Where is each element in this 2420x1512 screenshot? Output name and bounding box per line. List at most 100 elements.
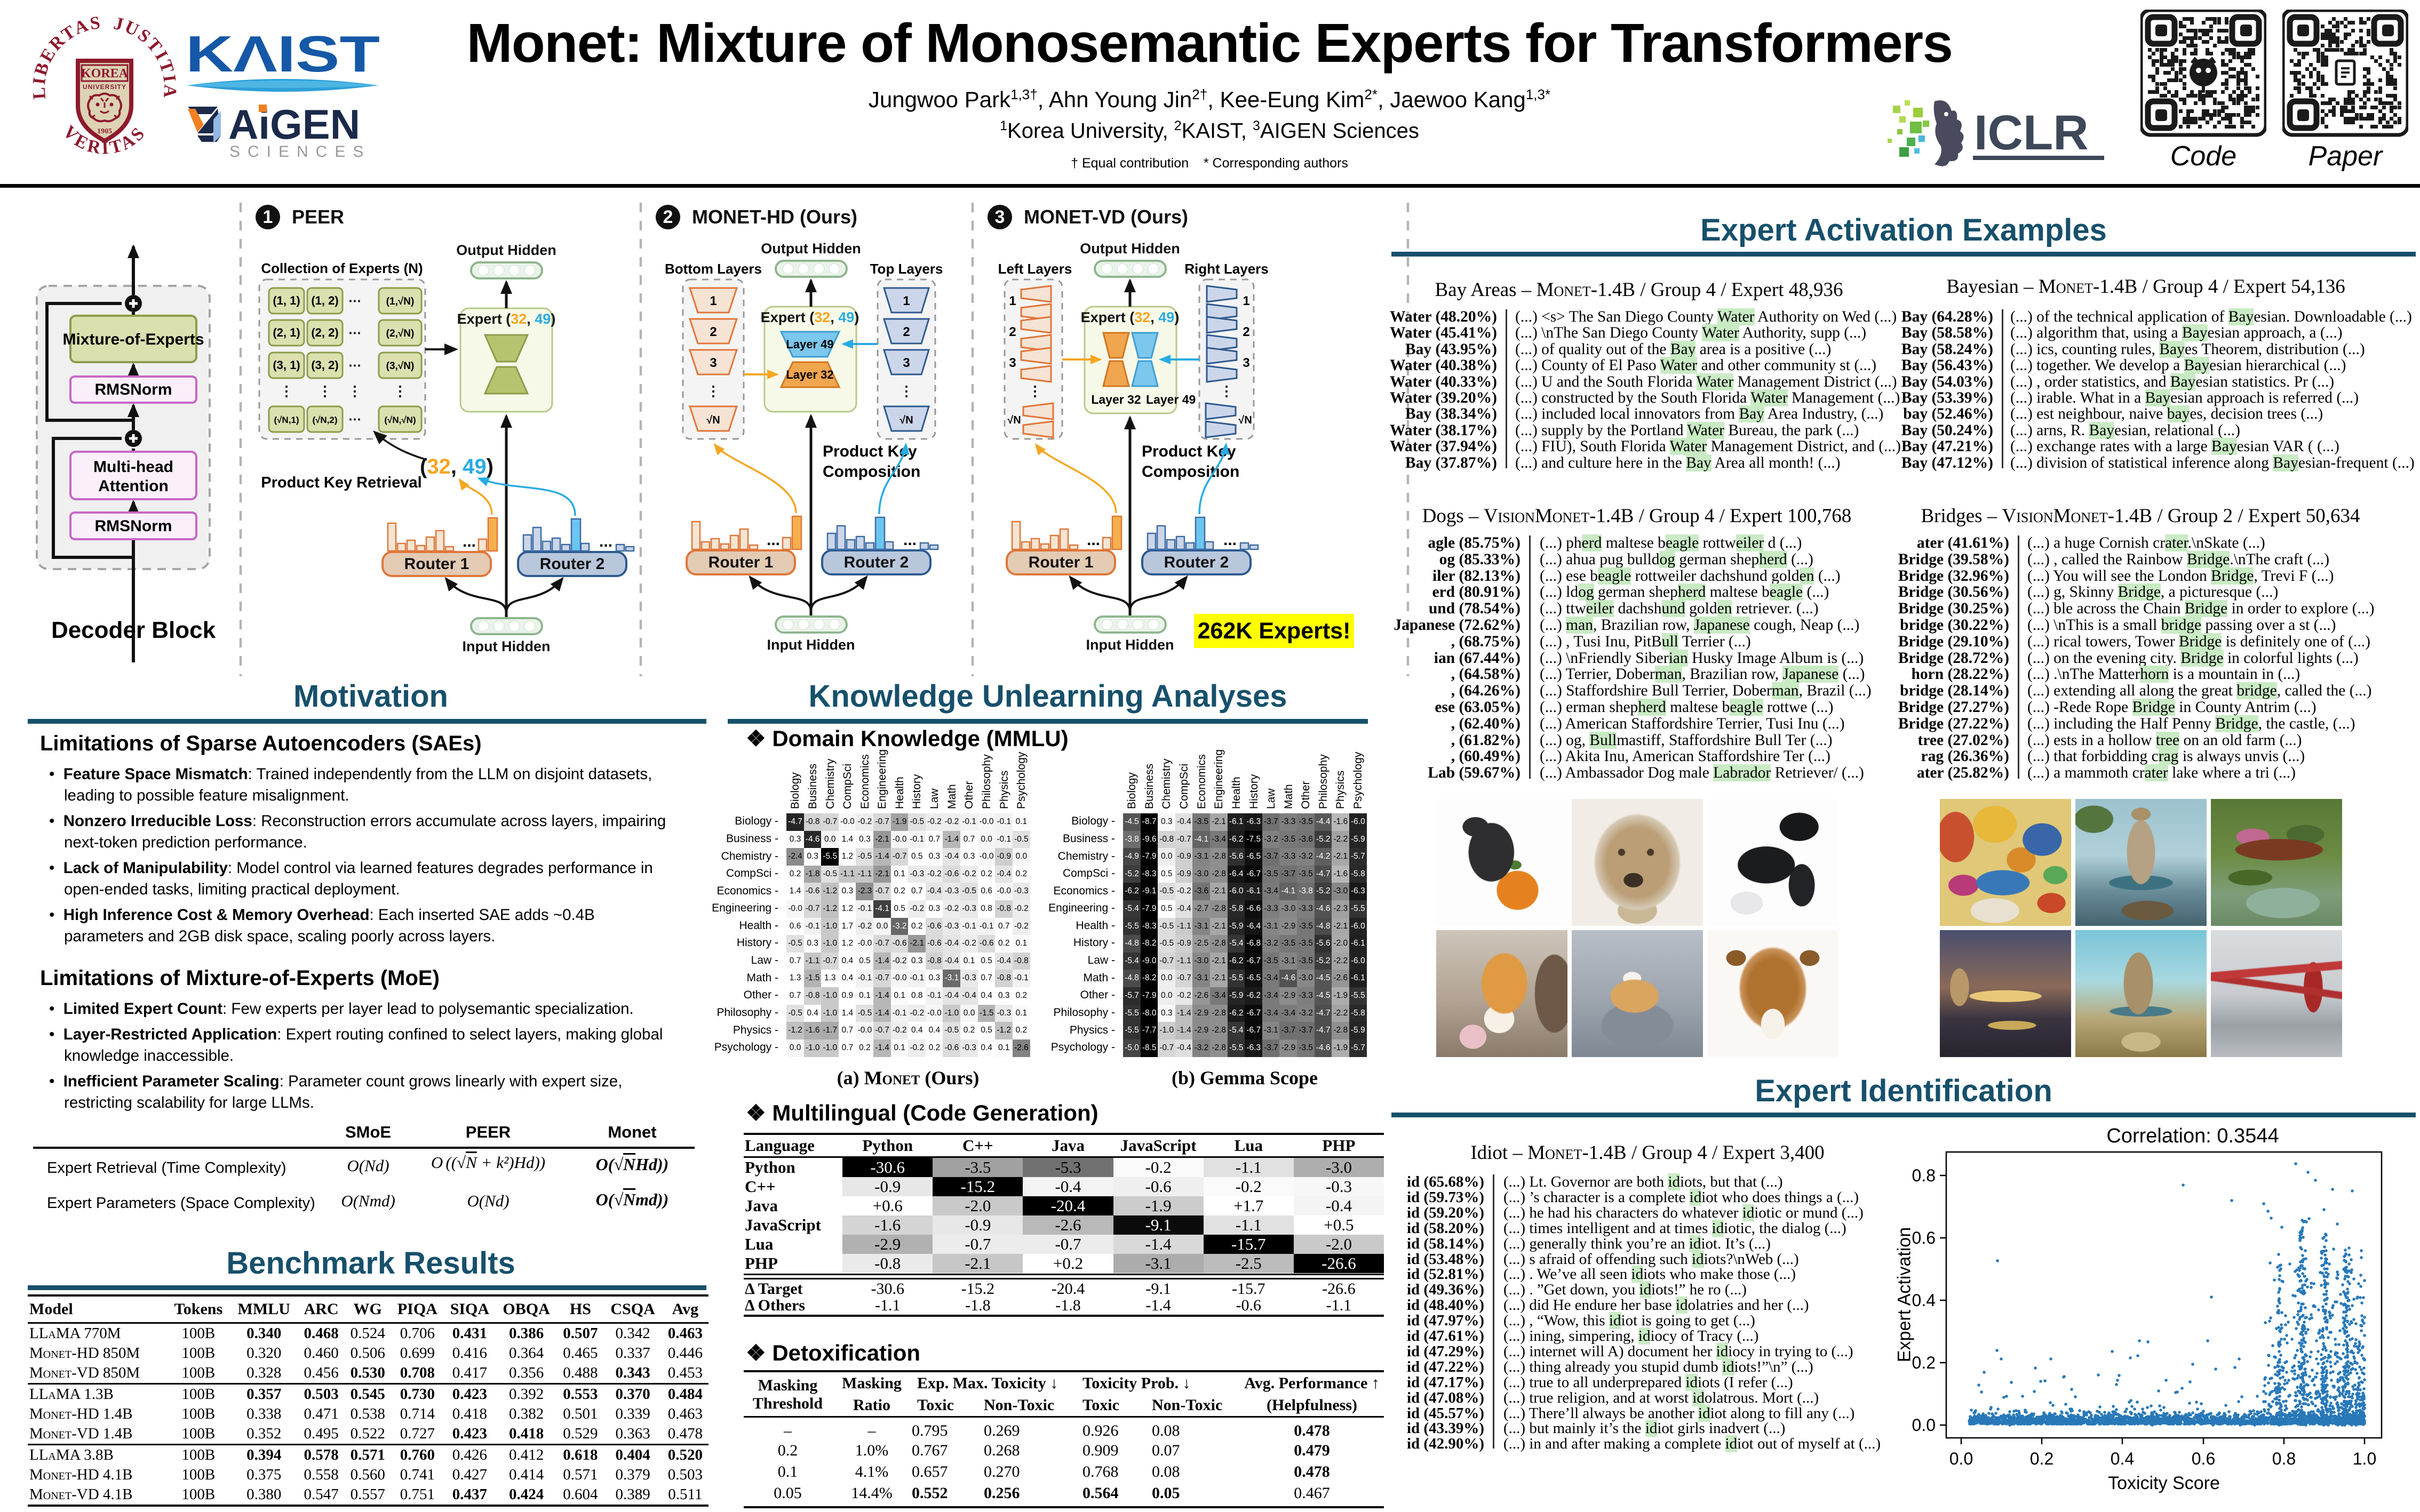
svg-text:⋮: ⋮ — [393, 383, 407, 399]
svg-text:1.0: 1.0 — [2353, 1449, 2376, 1468]
svg-text:0.2: 0.2 — [2030, 1449, 2053, 1468]
svg-text:Input Hidden: Input Hidden — [463, 638, 551, 654]
svg-text:1: 1 — [1243, 294, 1249, 308]
svg-text:Collection of Experts (N): Collection of Experts (N) — [261, 260, 423, 276]
svg-text:2: 2 — [1009, 325, 1016, 339]
svg-text:...: ... — [463, 533, 476, 550]
svg-text:1: 1 — [710, 294, 717, 308]
svg-text:PEER: PEER — [292, 206, 344, 228]
svg-text:RMSNorm: RMSNorm — [94, 517, 172, 535]
svg-text:Left Layers: Left Layers — [998, 261, 1072, 277]
svg-text:Router 1: Router 1 — [404, 555, 469, 573]
svg-text:UNIVERSITY: UNIVERSITY — [83, 83, 126, 91]
svg-text:Attention: Attention — [98, 477, 169, 495]
svg-text:0.8: 0.8 — [1912, 1166, 1936, 1185]
svg-text:(3, 2): (3, 2) — [311, 358, 338, 372]
svg-text:⋮: ⋮ — [318, 383, 332, 399]
svg-text:MONET-HD (Ours): MONET-HD (Ours) — [692, 206, 857, 228]
svg-text:...: ... — [903, 531, 917, 549]
svg-text:0.8: 0.8 — [2272, 1449, 2296, 1468]
svg-text:0.6: 0.6 — [2192, 1449, 2215, 1468]
svg-text:...: ... — [767, 531, 780, 549]
svg-text:Correlation: 0.3544: Correlation: 0.3544 — [2106, 1125, 2279, 1147]
svg-text:Input Hidden: Input Hidden — [1086, 637, 1174, 653]
svg-text:Paper: Paper — [2308, 141, 2384, 172]
svg-text:ICLR: ICLR — [1974, 106, 2089, 160]
svg-text:1905: 1905 — [97, 127, 112, 135]
svg-text:Right Layers: Right Layers — [1184, 261, 1269, 277]
svg-text:...: ... — [1223, 531, 1237, 549]
svg-text:(1,√N): (1,√N) — [386, 296, 415, 307]
svg-text:0.2: 0.2 — [1912, 1353, 1936, 1372]
svg-text:Input Hidden: Input Hidden — [767, 637, 855, 653]
svg-text:⋮: ⋮ — [899, 383, 913, 399]
svg-text:(√N,√N): (√N,√N) — [384, 415, 416, 425]
svg-text:1: 1 — [1009, 294, 1016, 308]
svg-text:1: 1 — [263, 207, 273, 227]
svg-text:Code: Code — [2170, 141, 2236, 172]
svg-text:2: 2 — [663, 207, 673, 227]
svg-text:3: 3 — [903, 356, 910, 370]
svg-text:Multi-head: Multi-head — [93, 458, 173, 476]
svg-text:2: 2 — [1243, 325, 1249, 339]
svg-text:1: 1 — [903, 294, 910, 308]
svg-text:⋯: ⋯ — [348, 294, 361, 308]
svg-text:Expert (32, 49): Expert (32, 49) — [761, 309, 859, 325]
svg-text:Router 1: Router 1 — [1029, 554, 1094, 571]
svg-text:Bottom Layers: Bottom Layers — [665, 261, 762, 277]
svg-text:Product Key Retrieval: Product Key Retrieval — [261, 474, 421, 491]
svg-text:3: 3 — [710, 356, 717, 370]
svg-text:Output Hidden: Output Hidden — [1080, 241, 1180, 257]
svg-text:Layer 32: Layer 32 — [786, 368, 833, 381]
svg-text:(√N,1): (√N,1) — [274, 415, 299, 425]
svg-text:2: 2 — [710, 325, 717, 339]
svg-text:√N: √N — [1238, 414, 1252, 426]
svg-text:⋯: ⋯ — [348, 358, 361, 373]
svg-text:√N: √N — [706, 414, 720, 426]
svg-text:Router 1: Router 1 — [709, 554, 774, 571]
svg-text:√N: √N — [1007, 414, 1021, 426]
svg-text:Layer 49: Layer 49 — [1146, 393, 1196, 406]
svg-text:Router 2: Router 2 — [1164, 554, 1229, 571]
svg-text:Output Hidden: Output Hidden — [761, 241, 861, 257]
svg-text:3: 3 — [995, 207, 1005, 227]
svg-text:2: 2 — [903, 325, 910, 339]
svg-text:⋮: ⋮ — [706, 383, 720, 399]
svg-text:Expert (32, 49): Expert (32, 49) — [1081, 309, 1180, 325]
svg-text:⋮: ⋮ — [1220, 383, 1233, 399]
svg-text:⋮: ⋮ — [1028, 383, 1042, 399]
svg-text:(2,√N): (2,√N) — [386, 328, 415, 339]
svg-text:3: 3 — [1009, 356, 1016, 370]
svg-text:3: 3 — [1243, 356, 1249, 370]
svg-text:⋯: ⋯ — [348, 326, 361, 340]
svg-text:0.6: 0.6 — [1912, 1228, 1936, 1247]
svg-text:...: ... — [1087, 531, 1100, 549]
svg-text:Router 2: Router 2 — [540, 555, 605, 573]
svg-text:0.4: 0.4 — [1912, 1291, 1936, 1310]
svg-text:MONET-VD (Ours): MONET-VD (Ours) — [1024, 206, 1188, 228]
svg-text:Expert (32, 49): Expert (32, 49) — [457, 311, 556, 327]
svg-text:AiGEN: AiGEN — [228, 101, 360, 148]
svg-text:Toxicity Score: Toxicity Score — [2108, 1473, 2220, 1493]
svg-text:KΛIST: KΛIST — [186, 32, 380, 83]
svg-text:√N: √N — [899, 414, 913, 426]
svg-text:(√N,2): (√N,2) — [312, 415, 337, 425]
svg-text:Composition: Composition — [823, 463, 920, 481]
svg-text:0.4: 0.4 — [2111, 1449, 2134, 1468]
svg-text:SCIENCES: SCIENCES — [229, 143, 371, 160]
svg-text:⋯: ⋯ — [348, 412, 361, 427]
svg-text:(1, 1): (1, 1) — [273, 294, 300, 307]
svg-text:⋮: ⋮ — [280, 383, 293, 399]
svg-text:...: ... — [599, 533, 612, 550]
svg-text:Layer 49: Layer 49 — [786, 338, 833, 351]
svg-text:(3,√N): (3,√N) — [386, 361, 415, 372]
svg-text:(1, 2): (1, 2) — [311, 294, 338, 307]
svg-text:KOREA: KOREA — [81, 67, 129, 81]
svg-text:(2, 1): (2, 1) — [273, 326, 300, 339]
svg-text:Router 2: Router 2 — [844, 554, 909, 571]
svg-text:Output Hidden: Output Hidden — [456, 242, 556, 258]
svg-text:⋮: ⋮ — [348, 383, 362, 399]
svg-text:Composition: Composition — [1142, 463, 1239, 481]
svg-text:(3, 1): (3, 1) — [273, 358, 300, 372]
svg-text:(32, 49): (32, 49) — [420, 455, 493, 478]
